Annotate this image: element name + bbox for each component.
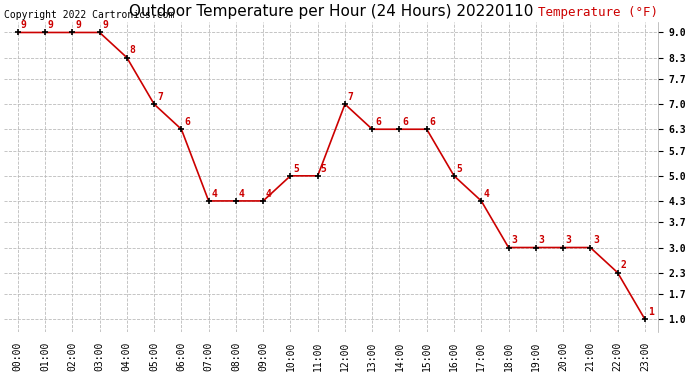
Text: 3: 3 — [593, 236, 599, 245]
Text: 9: 9 — [48, 20, 54, 30]
Text: 6: 6 — [375, 117, 381, 127]
Text: 4: 4 — [211, 189, 217, 199]
Text: 7: 7 — [348, 92, 353, 102]
Title: Outdoor Temperature per Hour (24 Hours) 20220110: Outdoor Temperature per Hour (24 Hours) … — [129, 4, 533, 19]
Text: 3: 3 — [566, 236, 572, 245]
Text: 8: 8 — [130, 45, 135, 56]
Text: 4: 4 — [239, 189, 244, 199]
Text: Copyright 2022 Cartronics.com: Copyright 2022 Cartronics.com — [4, 10, 175, 20]
Text: 1: 1 — [648, 307, 653, 317]
Text: 5: 5 — [457, 164, 463, 174]
Text: 4: 4 — [484, 189, 490, 199]
Text: 9: 9 — [102, 20, 108, 30]
Text: 5: 5 — [320, 164, 326, 174]
Text: Temperature (°F): Temperature (°F) — [538, 6, 658, 19]
Text: 4: 4 — [266, 189, 272, 199]
Text: 6: 6 — [184, 117, 190, 127]
Text: 3: 3 — [511, 236, 518, 245]
Text: 9: 9 — [75, 20, 81, 30]
Text: 7: 7 — [157, 92, 163, 102]
Text: 3: 3 — [539, 236, 544, 245]
Text: 6: 6 — [402, 117, 408, 127]
Text: 6: 6 — [430, 117, 435, 127]
Text: 9: 9 — [21, 20, 26, 30]
Text: 2: 2 — [620, 260, 627, 270]
Text: 5: 5 — [293, 164, 299, 174]
